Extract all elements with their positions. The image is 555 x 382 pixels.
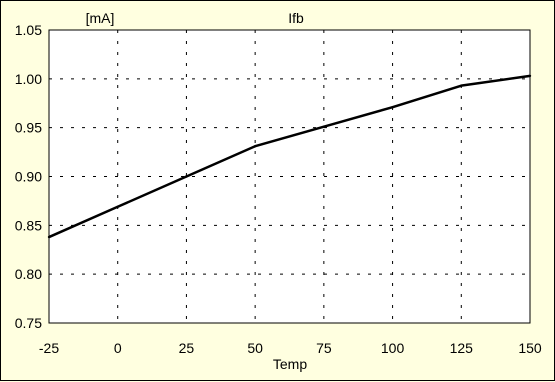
x-tick-label: 75	[316, 340, 332, 356]
data-point	[460, 84, 463, 87]
data-point	[47, 235, 51, 239]
data-point	[391, 105, 394, 109]
x-tick-label: 125	[450, 340, 474, 356]
y-tick-label: 0.85	[15, 217, 42, 233]
data-point	[253, 145, 257, 148]
x-tick-label: 0	[114, 340, 122, 356]
data-point	[185, 175, 188, 178]
x-tick-label: 100	[381, 340, 405, 356]
data-point	[322, 125, 326, 128]
series-layer	[47, 74, 532, 239]
series-line	[48, 74, 531, 239]
data-point	[116, 205, 119, 208]
x-tick-label: 25	[179, 340, 195, 356]
y-tick-label: 0.80	[15, 266, 42, 282]
grid-lines	[49, 30, 530, 323]
y-tick-label: 0.95	[15, 120, 42, 136]
y-tick-label: 0.90	[15, 169, 42, 185]
tick-labels: -25 0 25 50 75 100 125 150 0.75 0.80 0.85 0.90 0.95 1…	[15, 22, 542, 356]
plot-area	[48, 29, 531, 324]
chart-title: Ifb	[288, 10, 304, 26]
x-tick-label: 150	[518, 340, 542, 356]
data-point	[528, 74, 532, 78]
x-tick-label: 50	[247, 340, 263, 356]
y-tick-label: 0.75	[15, 315, 42, 331]
y-tick-label: 1.05	[15, 22, 42, 38]
x-axis-title: Temp	[273, 356, 307, 372]
y-tick-label: 1.00	[15, 71, 42, 87]
y-unit-label: [mA]	[86, 10, 115, 26]
x-tick-label: -25	[39, 340, 59, 356]
